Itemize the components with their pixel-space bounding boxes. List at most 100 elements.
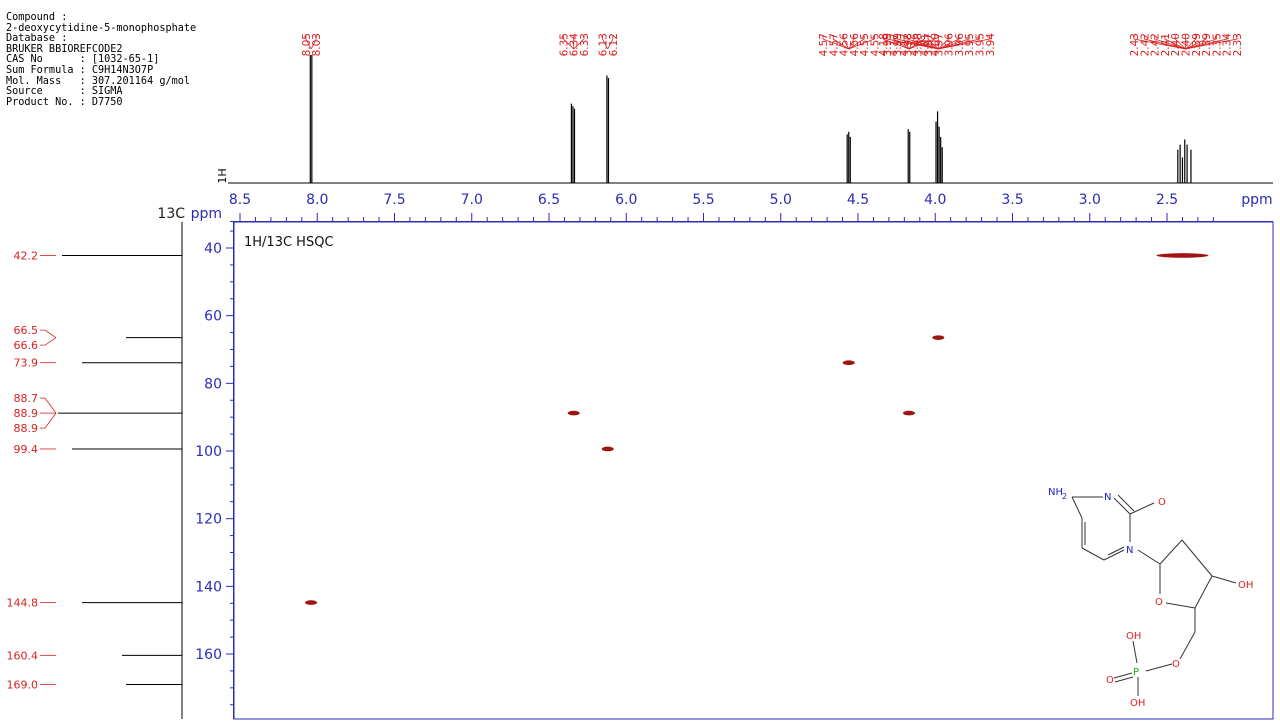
- cross-peak: [842, 360, 855, 365]
- proton-label-leader: [848, 35, 855, 50]
- proton-peak-label: 2.40: [1181, 33, 1193, 56]
- proton-peak-label: 3.95: [964, 33, 976, 56]
- plot-frame: [233, 221, 1274, 720]
- atom-o-double: O: [1106, 675, 1114, 686]
- proton-label-leader: [1185, 35, 1207, 50]
- carbon-peak-label: 88.9: [14, 407, 39, 420]
- y-tick-label: 160: [195, 647, 222, 663]
- x-tick-label: 6.5: [538, 192, 560, 208]
- x-tick-label: 5.5: [692, 192, 714, 208]
- proton-label-leader: [310, 35, 317, 50]
- compound-name: 2-deoxycytidine-5-monophosphate: [6, 22, 197, 34]
- proton-label-leader: [848, 35, 875, 50]
- proton-label-leader: [1154, 35, 1186, 50]
- cross-peak: [1156, 253, 1209, 258]
- proton-peak-label: 6.13: [598, 33, 610, 56]
- x-tick-label: 2.5: [1156, 192, 1178, 208]
- proton-peak-label: 8.05: [301, 33, 313, 56]
- atom-oh: OH: [1238, 580, 1253, 591]
- proton-label-leader: [305, 35, 312, 50]
- carbon-peak-label: 88.7: [14, 392, 39, 405]
- carbon-peak-label: 144.8: [7, 597, 39, 610]
- proton-peak-label: 4.57: [828, 33, 840, 56]
- proton-label-leader: [938, 35, 980, 50]
- proton-label-leader: [1185, 35, 1197, 50]
- carbon-peak-label: 99.4: [14, 443, 39, 456]
- y-tick-label: 40: [204, 241, 222, 257]
- proton-label-leader: [938, 35, 950, 50]
- carbon-peak-label: 169.0: [7, 678, 39, 691]
- y-axis-unit-label: ppm: [191, 206, 222, 222]
- proton-label-leader: [893, 35, 910, 50]
- proton-peak-label: 3.98: [902, 33, 914, 56]
- proton-peak-label: 2.40: [1170, 33, 1182, 56]
- cross-peak: [305, 600, 318, 605]
- proton-label-leader: [1185, 35, 1217, 50]
- atom-n3: N: [1104, 492, 1111, 503]
- y-tick-label: 60: [204, 309, 222, 325]
- proton-peak-label: 3.99: [892, 33, 904, 56]
- proton-peak-label: 2.43: [1129, 33, 1141, 56]
- proton-peak-label: 4.55: [859, 33, 871, 56]
- proton-peak-label: 3.99: [882, 33, 894, 56]
- proton-peak-label: 2.42: [1139, 33, 1151, 56]
- chart-title: 1H/13C HSQC: [244, 235, 334, 250]
- proton-peak-label: 6.12: [608, 33, 620, 56]
- atom-o-carbonyl: O: [1158, 497, 1166, 508]
- proton-axis-label: 1H: [216, 168, 229, 183]
- cross-peak: [567, 410, 580, 416]
- proton-peak-label: 3.97: [923, 33, 935, 56]
- carbon-peak-label: 73.9: [14, 357, 39, 370]
- proton-peak-label: 3.94: [985, 33, 997, 57]
- proton-peak-label: 6.33: [579, 33, 591, 56]
- proton-peak-label: 4.55: [869, 33, 881, 56]
- y-tick-label: 120: [195, 512, 222, 528]
- atom-nh2: NH: [1048, 487, 1063, 498]
- carbon-peak-label: 66.5: [14, 324, 39, 337]
- carbon-peak-label: 88.9: [14, 422, 39, 435]
- x-tick-label: 7.0: [461, 192, 483, 208]
- proton-label-leader: [917, 35, 939, 50]
- proton-label-leader: [896, 35, 939, 50]
- proton-label-leader: [903, 35, 910, 50]
- proton-peak-label: 2.39: [1191, 33, 1203, 56]
- proton-peak-label: 6.35: [558, 33, 570, 56]
- proton-label-leader: [908, 35, 936, 50]
- database-value: BRUKER BBIOREFCODE2: [6, 43, 123, 55]
- x-axis-label: ppm: [1241, 192, 1272, 208]
- sum-formula: Sum Formula : C9H14N3O7P: [6, 64, 154, 76]
- proton-label-leader: [1185, 35, 1238, 50]
- x-tick-label: 8.5: [229, 192, 251, 208]
- y-tick-label: 140: [195, 579, 222, 595]
- mol-mass: Mol. Mass : 307.201164 g/mol: [6, 75, 191, 87]
- y-tick-label: 80: [204, 376, 222, 392]
- proton-label-leader: [882, 35, 910, 50]
- proton-label-leader: [1164, 35, 1186, 50]
- proton-peak-label: 2.34: [1222, 33, 1234, 57]
- proton-label-leader: [1185, 35, 1228, 50]
- x-tick-label: 4.0: [924, 192, 946, 208]
- proton-label-leader: [907, 35, 939, 50]
- x-tick-label: 8.0: [306, 192, 328, 208]
- x-tick-label: 4.5: [847, 192, 869, 208]
- cross-peak: [902, 410, 915, 416]
- proton-label-leader: [843, 35, 850, 50]
- x-tick-label: 6.0: [615, 192, 637, 208]
- atom-o-ring: O: [1155, 597, 1163, 608]
- cas-number: CAS No : [1032-65-1]: [6, 54, 160, 66]
- proton-peak-label: 4.57: [818, 33, 830, 56]
- proton-peak-label: 2.33: [1232, 33, 1244, 56]
- proton-label-leader: [602, 35, 609, 50]
- source: Source : SIGMA: [6, 86, 123, 98]
- proton-label-leader: [1174, 35, 1186, 50]
- proton-label-leader: [938, 35, 970, 50]
- x-tick-label: 3.5: [1001, 192, 1023, 208]
- carbon-label-leader: [40, 329, 57, 338]
- proton-peak-label: 3.98: [913, 33, 925, 56]
- proton-peak-label: 2.42: [1150, 33, 1162, 56]
- compound-info: Compound : 2-deoxycytidine-5-monophospha…: [6, 12, 197, 108]
- proton-peak-label: 6.34: [569, 33, 581, 57]
- carbon-peak-label: 66.6: [14, 339, 39, 352]
- carbon-label-leader: [40, 337, 57, 346]
